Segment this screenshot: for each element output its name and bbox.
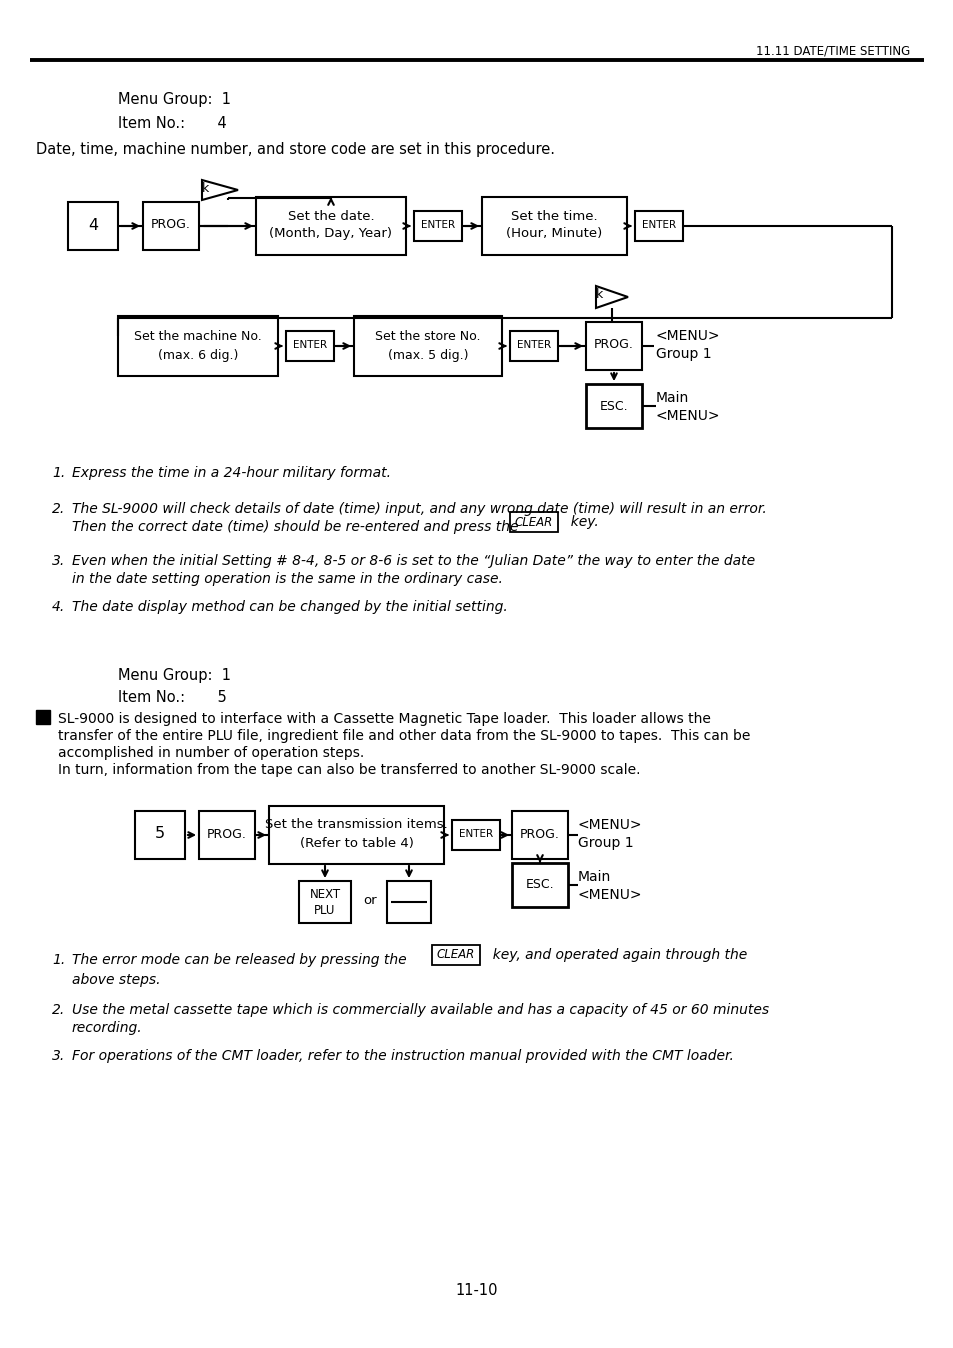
Text: ENTER: ENTER bbox=[458, 829, 493, 838]
Text: Date, time, machine number, and store code are set in this procedure.: Date, time, machine number, and store co… bbox=[36, 142, 555, 156]
Text: CLEAR: CLEAR bbox=[436, 949, 475, 961]
Bar bbox=[510, 332, 558, 361]
Text: key, and operated again through the: key, and operated again through the bbox=[483, 948, 746, 962]
Text: accomplished in number of operation steps.: accomplished in number of operation step… bbox=[58, 745, 364, 760]
Text: <MENU>: <MENU> bbox=[578, 818, 641, 832]
Text: (max. 5 dig.): (max. 5 dig.) bbox=[387, 349, 468, 361]
Bar bbox=[298, 882, 351, 923]
Bar bbox=[68, 202, 118, 249]
Bar bbox=[36, 710, 50, 724]
Text: (Month, Day, Year): (Month, Day, Year) bbox=[269, 228, 392, 240]
Text: PROG.: PROG. bbox=[207, 828, 247, 841]
Bar bbox=[354, 315, 501, 376]
Text: 1.: 1. bbox=[52, 953, 65, 967]
Bar bbox=[512, 863, 567, 907]
Bar bbox=[286, 332, 334, 361]
Bar bbox=[269, 806, 443, 864]
Text: Set the date.: Set the date. bbox=[288, 209, 374, 222]
Text: 3.: 3. bbox=[52, 1049, 65, 1064]
Bar bbox=[432, 945, 479, 965]
Text: Even when the initial Setting # 8-4, 8-5 or 8-6 is set to the “Julian Date” the : Even when the initial Setting # 8-4, 8-5… bbox=[71, 554, 755, 568]
Bar bbox=[512, 811, 567, 859]
Text: Menu Group:  1: Menu Group: 1 bbox=[118, 669, 231, 683]
Text: ENTER: ENTER bbox=[293, 340, 327, 350]
Text: Set the time.: Set the time. bbox=[511, 209, 598, 222]
Text: The error mode can be released by pressing the: The error mode can be released by pressi… bbox=[71, 953, 406, 967]
Bar bbox=[118, 315, 277, 376]
Text: The date display method can be changed by the initial setting.: The date display method can be changed b… bbox=[71, 600, 507, 613]
Text: ESC.: ESC. bbox=[599, 399, 628, 412]
Text: SL-9000 is designed to interface with a Cassette Magnetic Tape loader.  This loa: SL-9000 is designed to interface with a … bbox=[58, 712, 710, 727]
Text: Use the metal cassette tape which is commercially available and has a capacity o: Use the metal cassette tape which is com… bbox=[71, 1003, 768, 1016]
Bar bbox=[255, 197, 406, 255]
Text: 4.: 4. bbox=[52, 600, 65, 613]
Text: (Refer to table 4): (Refer to table 4) bbox=[299, 837, 413, 849]
Bar bbox=[585, 384, 641, 429]
Bar bbox=[414, 212, 461, 241]
Text: ENTER: ENTER bbox=[517, 340, 551, 350]
Text: Menu Group:  1: Menu Group: 1 bbox=[118, 92, 231, 106]
Bar bbox=[585, 322, 641, 369]
Text: (max. 6 dig.): (max. 6 dig.) bbox=[157, 349, 238, 361]
Text: CLEAR: CLEAR bbox=[515, 515, 553, 528]
Text: transfer of the entire PLU file, ingredient file and other data from the SL-9000: transfer of the entire PLU file, ingredi… bbox=[58, 729, 750, 743]
Text: or: or bbox=[363, 895, 376, 907]
Text: <MENU>: <MENU> bbox=[578, 888, 641, 902]
Text: Main: Main bbox=[656, 391, 688, 404]
Text: k: k bbox=[596, 288, 602, 302]
Text: In turn, information from the tape can also be transferred to another SL-9000 sc: In turn, information from the tape can a… bbox=[58, 763, 639, 776]
Text: key.: key. bbox=[561, 515, 598, 528]
Bar bbox=[452, 820, 499, 851]
Text: 11-10: 11-10 bbox=[456, 1283, 497, 1298]
Text: <MENU>: <MENU> bbox=[656, 329, 720, 342]
Bar bbox=[135, 811, 185, 859]
Text: 4: 4 bbox=[88, 217, 98, 232]
Text: PROG.: PROG. bbox=[519, 828, 559, 841]
Text: Set the machine No.: Set the machine No. bbox=[134, 329, 262, 342]
Text: 2.: 2. bbox=[52, 501, 65, 516]
Text: The SL-9000 will check details of date (time) input, and any wrong date (time) w: The SL-9000 will check details of date (… bbox=[71, 501, 766, 516]
Text: Then the correct date (time) should be re-entered and press the: Then the correct date (time) should be r… bbox=[71, 520, 518, 534]
Text: 1.: 1. bbox=[52, 466, 65, 480]
Text: Set the transmission items.: Set the transmission items. bbox=[265, 818, 447, 832]
Text: (Hour, Minute): (Hour, Minute) bbox=[506, 228, 602, 240]
Text: NEXT: NEXT bbox=[309, 888, 340, 902]
Text: above steps.: above steps. bbox=[71, 973, 160, 987]
Text: Express the time in a 24-hour military format.: Express the time in a 24-hour military f… bbox=[71, 466, 391, 480]
Text: PROG.: PROG. bbox=[151, 218, 191, 232]
Bar bbox=[481, 197, 626, 255]
Text: k: k bbox=[202, 182, 209, 194]
Text: 5: 5 bbox=[154, 826, 165, 841]
Bar bbox=[387, 882, 431, 923]
Text: 2.: 2. bbox=[52, 1003, 65, 1016]
Text: Item No.:       4: Item No.: 4 bbox=[118, 116, 227, 131]
Text: <MENU>: <MENU> bbox=[656, 408, 720, 423]
Text: PLU: PLU bbox=[314, 905, 335, 918]
Text: Main: Main bbox=[578, 869, 611, 884]
Text: Group 1: Group 1 bbox=[656, 346, 711, 361]
Text: ENTER: ENTER bbox=[641, 220, 676, 231]
Bar bbox=[143, 202, 199, 249]
Text: ESC.: ESC. bbox=[525, 879, 554, 891]
Text: 3.: 3. bbox=[52, 554, 65, 568]
Text: 11.11 DATE/TIME SETTING: 11.11 DATE/TIME SETTING bbox=[755, 44, 909, 58]
Text: For operations of the CMT loader, refer to the instruction manual provided with : For operations of the CMT loader, refer … bbox=[71, 1049, 733, 1064]
Text: ENTER: ENTER bbox=[420, 220, 455, 231]
Text: PROG.: PROG. bbox=[594, 338, 634, 352]
Bar bbox=[510, 512, 558, 532]
Bar bbox=[199, 811, 254, 859]
Text: in the date setting operation is the same in the ordinary case.: in the date setting operation is the sam… bbox=[71, 572, 502, 586]
Text: Set the store No.: Set the store No. bbox=[375, 329, 480, 342]
Text: recording.: recording. bbox=[71, 1020, 143, 1035]
Text: Group 1: Group 1 bbox=[578, 836, 633, 851]
Text: Item No.:       5: Item No.: 5 bbox=[118, 690, 227, 705]
Bar bbox=[635, 212, 682, 241]
